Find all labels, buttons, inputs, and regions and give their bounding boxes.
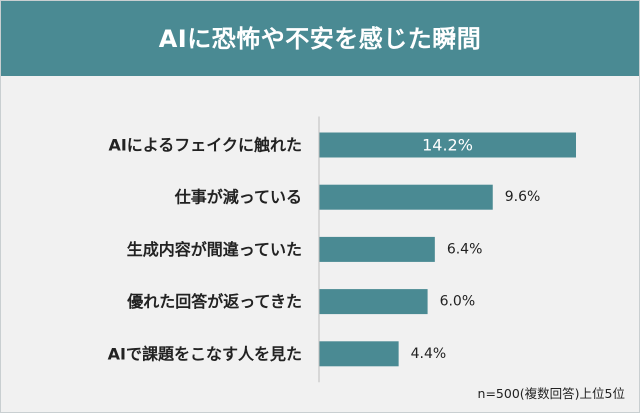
value-label: 6.0% (440, 294, 476, 310)
value-label: 9.6% (505, 189, 541, 205)
chart-title: AIに恐怖や不安を感じた瞬間 (158, 25, 482, 53)
bar (319, 289, 428, 315)
value-label: 4.4% (411, 346, 447, 362)
bar (319, 236, 435, 262)
bar (319, 184, 493, 210)
bar (319, 341, 399, 367)
category-label: 優れた回答が返ってきた (126, 292, 302, 311)
title-banner: AIに恐怖や不安を感じた瞬間 (1, 1, 639, 76)
value-label: 6.4% (447, 241, 483, 257)
category-label: AIで課題をこなす人を見た (108, 344, 302, 363)
bar (319, 132, 576, 158)
category-label: 生成内容が間違っていた (127, 240, 302, 259)
value-label: 14.2% (422, 136, 473, 155)
sample-size-note: n=500(複数回答)上位5位 (477, 386, 625, 401)
category-label: 仕事が減っている (174, 188, 302, 207)
category-label: AIによるフェイクに触れた (108, 136, 302, 155)
